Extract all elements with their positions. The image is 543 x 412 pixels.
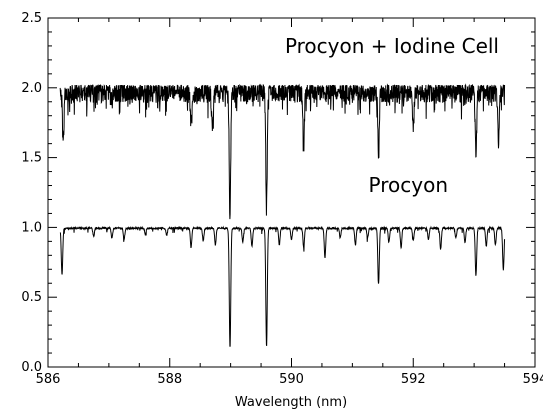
x-tick-label: 594 bbox=[523, 372, 543, 387]
x-tick-label: 586 bbox=[36, 372, 61, 387]
series-procyon bbox=[59, 225, 506, 347]
y-tick-label: 0.5 bbox=[21, 290, 42, 305]
y-axis-ticks: 0.0 0.5 1.0 1.5 2.0 2.5 bbox=[21, 11, 535, 375]
annotation-procyon-iodine: Procyon + Iodine Cell bbox=[285, 34, 499, 58]
y-tick-label: 0.0 bbox=[21, 360, 42, 375]
y-tick-label: 2.5 bbox=[21, 11, 42, 26]
y-tick-label: 2.0 bbox=[21, 81, 42, 96]
x-axis-ticks: 586 588 590 592 594 bbox=[36, 18, 543, 387]
x-tick-label: 588 bbox=[157, 372, 182, 387]
series-layer bbox=[59, 83, 506, 347]
annotation-procyon: Procyon bbox=[369, 173, 448, 197]
y-tick-label: 1.0 bbox=[21, 220, 42, 235]
plot-frame bbox=[47, 17, 536, 368]
y-tick-label: 1.5 bbox=[21, 151, 42, 166]
series-procyon-iodine-cell bbox=[59, 83, 506, 220]
x-tick-label: 590 bbox=[279, 372, 304, 387]
x-tick-label: 592 bbox=[401, 372, 426, 387]
x-axis-title: Wavelength (nm) bbox=[235, 395, 347, 410]
